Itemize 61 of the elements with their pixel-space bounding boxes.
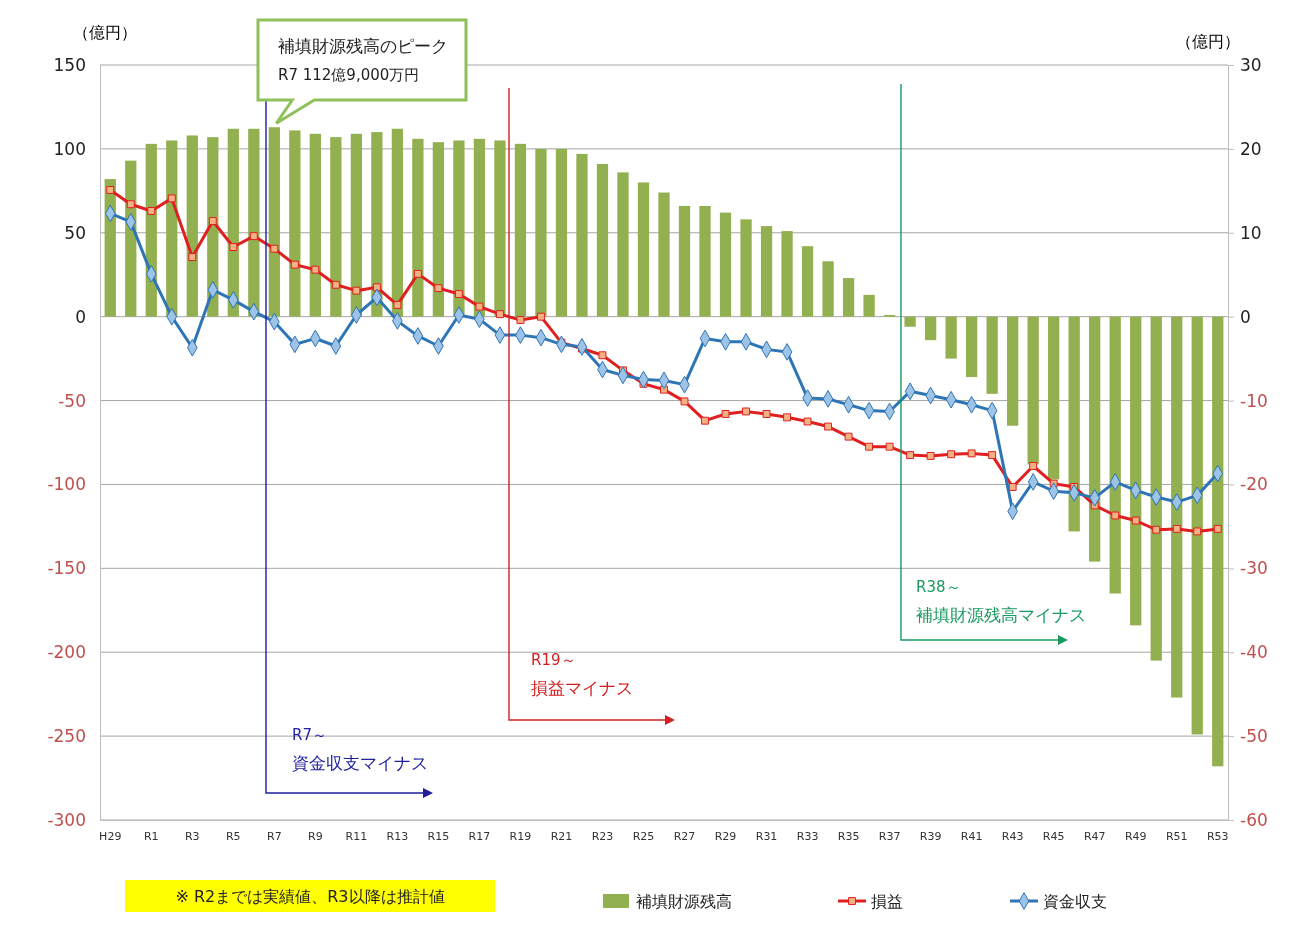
annotation: R19～ <box>531 651 576 669</box>
x-tick-label: H29 <box>99 829 122 843</box>
y2-tick-label: -50 <box>1240 726 1268 747</box>
y2-tick-label: 20 <box>1240 138 1262 159</box>
x-tick-label: R17 <box>468 829 491 843</box>
y-tick-label: 100 <box>53 138 86 159</box>
x-tick-label: R7 <box>267 829 282 843</box>
annotation: R7～ <box>292 726 327 744</box>
x-tick-label: R49 <box>1124 829 1147 843</box>
x-tick-label: R45 <box>1042 829 1065 843</box>
y2-tick-label: -10 <box>1240 390 1268 411</box>
x-tick-label: R33 <box>796 829 819 843</box>
x-tick-label: R47 <box>1083 829 1106 843</box>
x-tick-label: R53 <box>1206 829 1229 843</box>
y-tick-label: 150 <box>53 54 86 75</box>
x-tick-label: R5 <box>225 829 241 843</box>
y-tick-label: -200 <box>47 642 86 663</box>
y2-tick-label: -60 <box>1240 809 1268 830</box>
x-tick-label: R39 <box>919 829 942 843</box>
annotation: 補填財源残高マイナス <box>916 605 1086 625</box>
y-axis-title: （億円） <box>73 23 137 42</box>
y-tick-label: 0 <box>75 306 86 327</box>
x-tick-label: R51 <box>1165 829 1188 843</box>
x-tick-label: R43 <box>1001 829 1024 843</box>
x-tick-label: R9 <box>308 829 323 843</box>
x-tick-label: R19 <box>509 829 532 843</box>
y-tick-label: -50 <box>58 390 86 411</box>
annotation: 損益マイナス <box>531 678 633 698</box>
x-tick-label: R3 <box>184 829 200 843</box>
x-tick-label: R21 <box>550 829 573 843</box>
y2-tick-label: -30 <box>1240 558 1268 579</box>
legend-label: 損益 <box>871 892 903 911</box>
x-tick-label: R41 <box>960 829 983 843</box>
y-tick-label: -150 <box>47 558 86 579</box>
y2-tick-label: 0 <box>1240 306 1251 327</box>
x-tick-label: R1 <box>143 829 159 843</box>
y2-tick-label: 30 <box>1240 54 1262 75</box>
x-tick-label: R11 <box>345 829 368 843</box>
legend-label: 資金収支 <box>1043 892 1107 911</box>
x-tick-label: R25 <box>632 829 655 843</box>
x-tick-label: R23 <box>591 829 614 843</box>
y2-tick-label: -20 <box>1240 474 1268 495</box>
x-tick-label: R29 <box>714 829 737 843</box>
x-tick-label: R37 <box>878 829 901 843</box>
y2-axis-title: （億円） <box>1176 32 1240 51</box>
annotation: 補填財源残高のピーク R7 112億9,000万円 <box>278 36 448 84</box>
x-tick-label: R35 <box>837 829 860 843</box>
x-tick-label: R31 <box>755 829 778 843</box>
y-tick-label: -100 <box>47 474 86 495</box>
annotation: R38～ <box>916 578 961 596</box>
x-tick-label: R27 <box>673 829 696 843</box>
y2-tick-label: -40 <box>1240 642 1268 663</box>
y-tick-label: -250 <box>47 726 86 747</box>
y2-tick-label: 10 <box>1240 222 1262 243</box>
legend-label: 補填財源残高 <box>636 892 732 911</box>
y-tick-label: -300 <box>47 809 86 830</box>
text: ※ R2までは実績値、R3以降は推計値 <box>175 887 445 906</box>
annotation: 資金収支マイナス <box>292 753 428 773</box>
x-tick-label: R15 <box>427 829 450 843</box>
x-tick-label: R13 <box>386 829 409 843</box>
y-tick-label: 50 <box>64 222 86 243</box>
